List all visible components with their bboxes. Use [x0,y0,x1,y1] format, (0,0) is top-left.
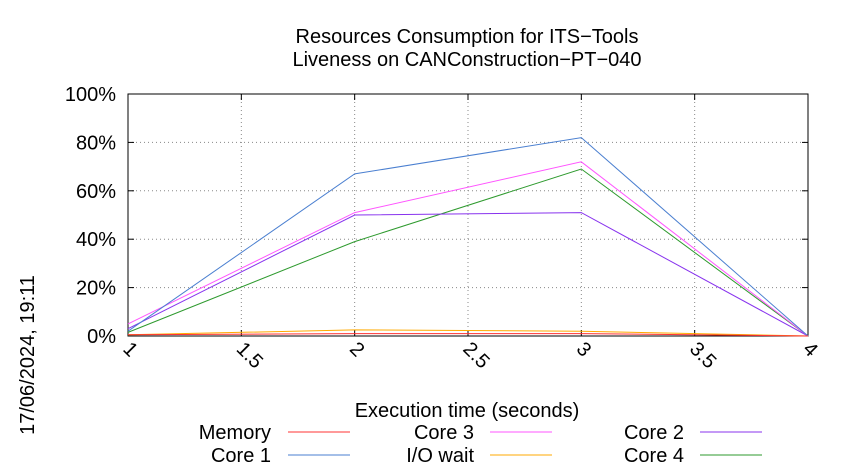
legend-label-i-o-wait: I/O wait [406,445,474,467]
series-line-core-2 [127,212,809,337]
y-tick-label: 0% [87,326,116,348]
y-tick-label: 40% [76,229,116,251]
chart-title-line-2: Liveness on CANConstruction−PT−040 [292,49,641,71]
y-tick-label: 60% [76,181,116,203]
x-tick-label: 4 [798,338,821,361]
x-axis: 1 1.5 2 2.5 3 3.5 4 [118,94,822,373]
series-line-core-4 [127,168,809,337]
x-axis-label: Execution time (seconds) [355,400,580,422]
grid [128,94,808,336]
legend-label-core-3: Core 3 [414,422,474,444]
y-tick-label: 100% [65,84,116,106]
x-tick-label: 2.5 [458,338,493,373]
legend-label-core-1: Core 1 [211,445,271,467]
y-axis: 0% 20% 40% 60% 80% 100% [65,84,808,348]
chart-title-line-1: Resources Consumption for ITS−Tools [296,26,639,48]
series-line-memory [127,333,809,337]
x-tick-label: 1.5 [232,338,267,373]
legend-label-memory: Memory [199,422,271,444]
legend-label-core-4: Core 4 [624,445,684,467]
x-tick-label: 3 [572,338,595,361]
x-tick-label: 2 [345,338,368,361]
series-line-core-1 [127,137,809,337]
x-tick-label: 3.5 [685,338,720,373]
legend-label-core-2: Core 2 [624,422,684,444]
series-line-core-3 [127,161,809,337]
timestamp: 17/06/2024, 19:11 [17,275,39,435]
y-tick-label: 20% [76,278,116,300]
x-tick-label: 1 [118,338,141,361]
series-lines [127,137,809,337]
series-line-i-o-wait [127,329,809,337]
y-tick-label: 80% [76,132,116,154]
